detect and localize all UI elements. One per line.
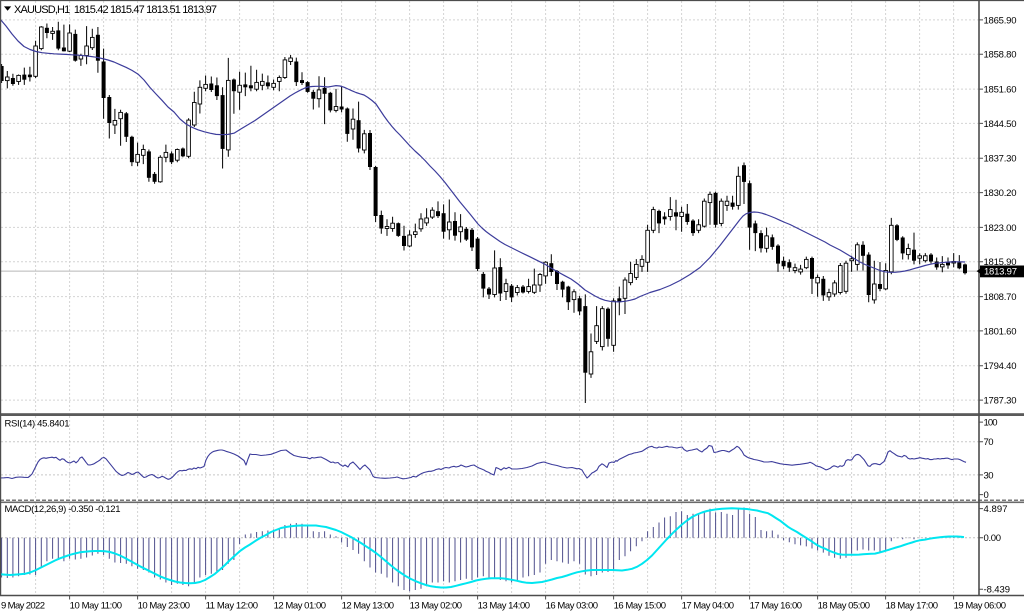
svg-text:0.00: 0.00 bbox=[984, 533, 1002, 544]
svg-text:1851.60: 1851.60 bbox=[984, 85, 1017, 96]
svg-text:1808.70: 1808.70 bbox=[984, 292, 1017, 303]
svg-text:70: 70 bbox=[984, 437, 994, 448]
svg-text:10 May 23:00: 10 May 23:00 bbox=[138, 601, 191, 612]
svg-text:100: 100 bbox=[984, 418, 998, 429]
svg-text:11 May 12:00: 11 May 12:00 bbox=[206, 601, 259, 612]
svg-text:13 May 02:00: 13 May 02:00 bbox=[410, 601, 463, 612]
svg-text:1794.40: 1794.40 bbox=[984, 361, 1017, 372]
svg-text:17 May 16:00: 17 May 16:00 bbox=[750, 601, 803, 612]
svg-text:16 May 15:00: 16 May 15:00 bbox=[614, 601, 667, 612]
svg-text:13 May 14:00: 13 May 14:00 bbox=[478, 601, 530, 612]
svg-text:4.897: 4.897 bbox=[984, 504, 1008, 515]
svg-text:12 May 13:00: 12 May 13:00 bbox=[342, 601, 395, 612]
svg-text:18 May 05:00: 18 May 05:00 bbox=[818, 601, 871, 612]
svg-text:1830.20: 1830.20 bbox=[984, 188, 1017, 199]
svg-text:10 May 11:00: 10 May 11:00 bbox=[70, 601, 123, 612]
svg-text:RSI(14) 45.8401: RSI(14) 45.8401 bbox=[5, 419, 70, 430]
svg-text:30: 30 bbox=[984, 470, 994, 481]
svg-text:MACD(12,26,9) -0.350 -0.121: MACD(12,26,9) -0.350 -0.121 bbox=[5, 504, 121, 515]
svg-text:19 May 06:00: 19 May 06:00 bbox=[954, 601, 1007, 612]
svg-text:1858.80: 1858.80 bbox=[984, 50, 1017, 61]
svg-text:12 May 01:00: 12 May 01:00 bbox=[274, 601, 327, 612]
svg-text:9 May 2022: 9 May 2022 bbox=[1, 601, 45, 612]
svg-text:1865.90: 1865.90 bbox=[984, 15, 1017, 26]
svg-text:0: 0 bbox=[984, 490, 989, 501]
svg-text:1801.60: 1801.60 bbox=[984, 326, 1017, 337]
svg-text:18 May 17:00: 18 May 17:00 bbox=[886, 601, 939, 612]
svg-text:-8.439: -8.439 bbox=[984, 585, 1011, 596]
svg-text:1815.90: 1815.90 bbox=[984, 257, 1017, 268]
svg-text:1787.30: 1787.30 bbox=[984, 396, 1017, 407]
svg-text:1844.50: 1844.50 bbox=[984, 119, 1017, 130]
svg-text:17 May 04:00: 17 May 04:00 bbox=[682, 601, 735, 612]
svg-text:1837.30: 1837.30 bbox=[984, 154, 1017, 165]
svg-text:16 May 03:00: 16 May 03:00 bbox=[546, 601, 599, 612]
svg-text:XAUUSD,H1 1815.42 1815.47 181: XAUUSD,H1 1815.42 1815.47 1813.51 1813.9… bbox=[14, 4, 217, 16]
svg-text:1813.97: 1813.97 bbox=[984, 267, 1017, 278]
svg-text:1823.00: 1823.00 bbox=[984, 223, 1017, 234]
